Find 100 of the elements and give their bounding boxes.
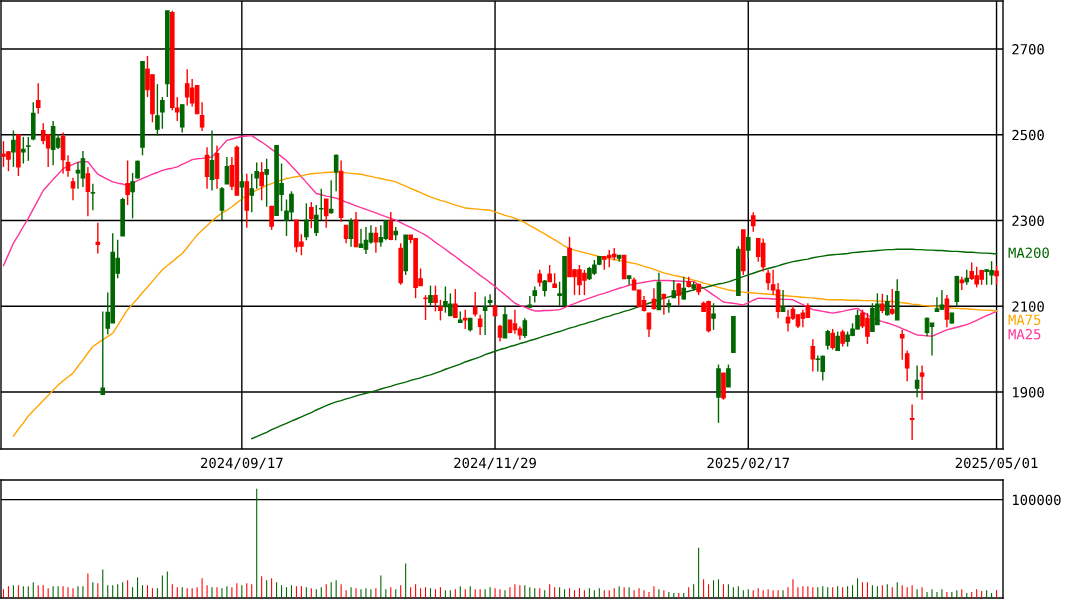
- candlestick: [254, 161, 260, 190]
- candlestick: [885, 294, 890, 317]
- series-label: MA200: [1008, 247, 1049, 258]
- candlestick: [760, 237, 766, 273]
- candlestick: [810, 338, 816, 373]
- series-label: MA25: [1008, 328, 1041, 340]
- candlestick: [487, 293, 493, 308]
- candlestick: [909, 403, 915, 441]
- candlestick: [646, 312, 652, 338]
- candlestick: [994, 265, 999, 286]
- candlestick: [453, 288, 458, 319]
- candlestick: [21, 136, 26, 165]
- candlestick: [681, 275, 687, 301]
- candlestick: [65, 154, 71, 178]
- candlestick: [224, 156, 230, 185]
- y-tick-label: 2700: [1012, 44, 1044, 55]
- candlestick: [318, 188, 324, 221]
- candlestick: [35, 82, 41, 115]
- candlestick: [835, 330, 840, 352]
- candlestick: [314, 204, 319, 237]
- y-tick-label: 2500: [1012, 129, 1044, 141]
- candlestick: [512, 308, 518, 335]
- candlestick: [135, 159, 140, 180]
- candlestick: [825, 329, 831, 351]
- y-tick-label: 100000: [1013, 494, 1061, 506]
- y-tick-label: 2100: [1012, 301, 1044, 312]
- candlestick: [423, 294, 428, 321]
- candlestick: [934, 296, 940, 313]
- candlestick: [358, 227, 364, 249]
- candlestick: [264, 158, 269, 208]
- candlestick: [889, 288, 895, 316]
- candlestick: [899, 329, 905, 361]
- x-tick-label: 2025/02/17: [707, 457, 790, 470]
- candlestick: [433, 284, 438, 313]
- candlestick: [775, 282, 781, 319]
- candlestick: [45, 133, 51, 168]
- candlestick: [26, 136, 31, 162]
- candlestick: [269, 205, 274, 231]
- candlestick: [880, 293, 885, 314]
- x-tick-label: 2024/11/29: [454, 457, 536, 470]
- candlestick: [462, 308, 468, 330]
- candlestick: [666, 298, 672, 314]
- candlestick: [472, 291, 478, 318]
- candlestick: [373, 226, 379, 254]
- candlestick: [85, 166, 91, 217]
- candlestick: [259, 161, 264, 202]
- candlestick: [780, 289, 786, 313]
- candlestick: [477, 314, 483, 336]
- candlestick: [80, 150, 86, 188]
- candlestick: [438, 299, 443, 322]
- candlestick: [125, 159, 130, 206]
- candlestick: [939, 289, 945, 311]
- candlestick: [711, 302, 716, 331]
- candlestick: [830, 328, 835, 351]
- candlestick: [745, 234, 751, 259]
- candlestick: [100, 310, 106, 396]
- candlestick: [785, 308, 791, 333]
- candlestick: [328, 179, 334, 215]
- candlestick: [90, 182, 96, 211]
- candlestick: [750, 211, 756, 233]
- candlestick: [621, 254, 627, 280]
- x-tick-label: 2024/09/17: [201, 457, 283, 470]
- candlestick: [904, 349, 910, 382]
- line-series: [251, 248, 998, 440]
- x-tick-label: 2025/05/01: [955, 457, 1038, 470]
- candlestick: [676, 282, 682, 306]
- candlestick: [309, 201, 314, 229]
- candlestick: [914, 364, 920, 398]
- y-tick-label: 1900: [1013, 386, 1044, 398]
- candlestick: [239, 173, 245, 202]
- candlestick: [919, 364, 925, 401]
- candlestick: [482, 295, 488, 336]
- candlestick: [75, 161, 81, 190]
- candlestick: [323, 198, 329, 229]
- y-tick-label: 2300: [1012, 215, 1044, 227]
- candlestick: [219, 186, 225, 221]
- candlestick: [661, 292, 667, 316]
- series-label: MA75: [1008, 314, 1041, 326]
- candlestick: [70, 176, 76, 202]
- candlestick: [174, 96, 180, 122]
- candlestick: [765, 269, 771, 291]
- line-series: [2, 134, 998, 337]
- candlestick: [522, 317, 528, 339]
- candlestick: [626, 275, 632, 286]
- candlestick: [249, 173, 255, 214]
- candlestick: [502, 305, 508, 339]
- candlestick: [155, 83, 160, 137]
- candlestick: [50, 120, 56, 166]
- candlestick: [333, 153, 339, 193]
- candlestick: [348, 217, 354, 248]
- candlestick: [527, 295, 533, 309]
- candlestick: [130, 172, 135, 220]
- candlestick: [160, 96, 165, 130]
- candlestick: [929, 322, 935, 357]
- candlestick: [95, 221, 101, 255]
- candlestick: [11, 129, 16, 168]
- candlestick: [179, 104, 185, 134]
- candlestick: [304, 202, 309, 241]
- candlestick: [428, 284, 433, 307]
- candlestick: [388, 211, 394, 241]
